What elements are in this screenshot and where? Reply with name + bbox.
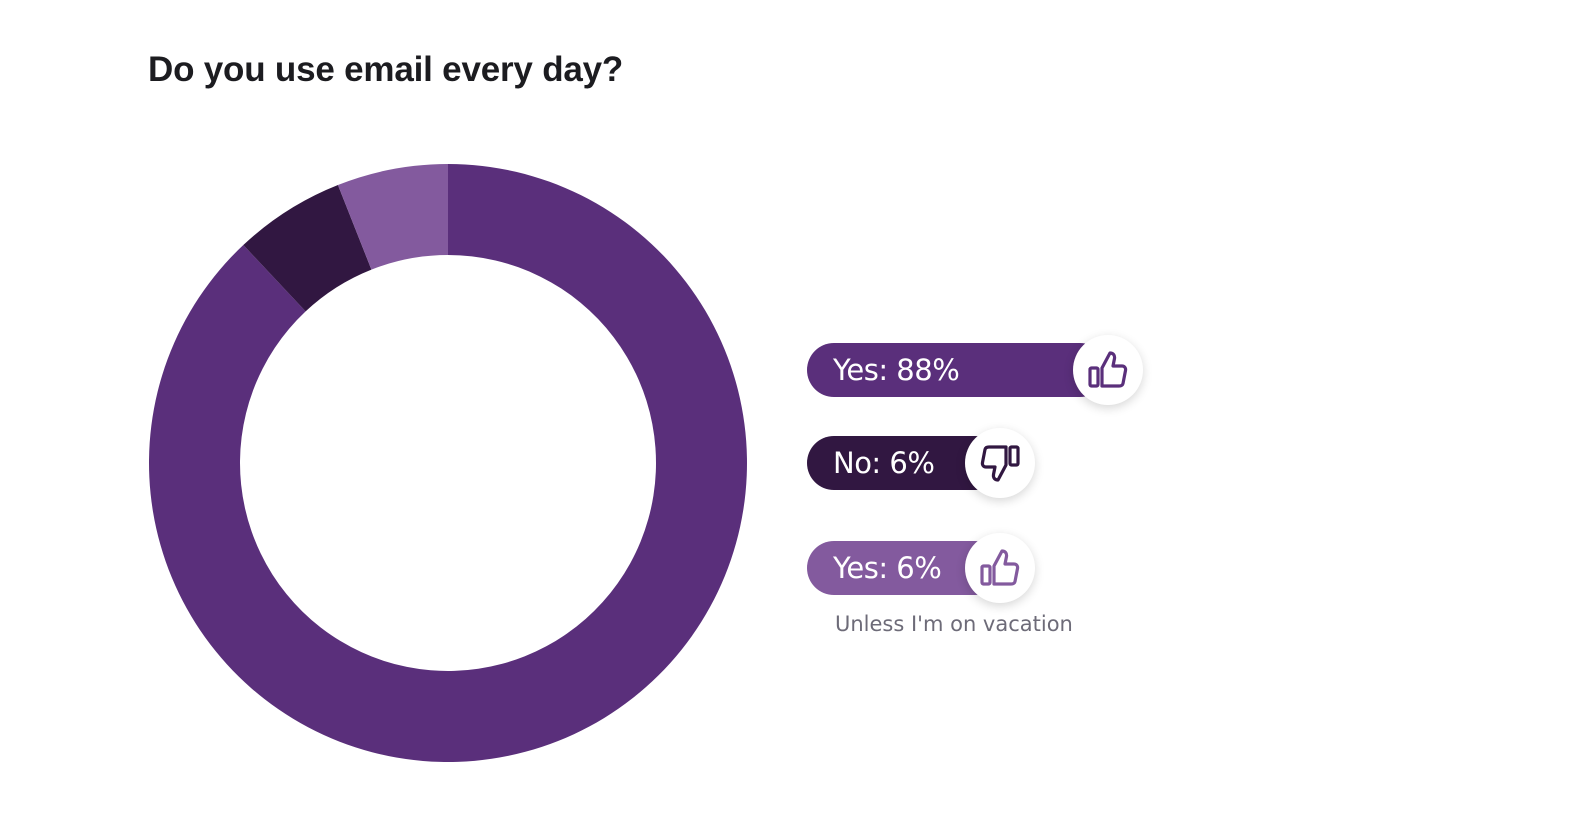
thumbs-up-icon [1088,351,1128,388]
donut-slice-3 [337,164,448,270]
legend-label: Yes: 88% [833,353,960,387]
legend-label: No: 6% [833,446,935,480]
legend-pill [807,343,1107,397]
legend-note: Unless I'm on vacation [835,612,1073,636]
thumbs-down-icon [980,445,1020,482]
chart-title: Do you use email every day? [148,50,624,89]
legend-badge [1073,335,1143,405]
donut-slice-1 [148,164,747,762]
donut-slice-2 [243,184,372,312]
legend-badge [965,533,1035,603]
legend-badge [965,428,1035,498]
legend-label: Yes: 6% [833,551,942,585]
thumbs-up-icon [980,549,1020,586]
